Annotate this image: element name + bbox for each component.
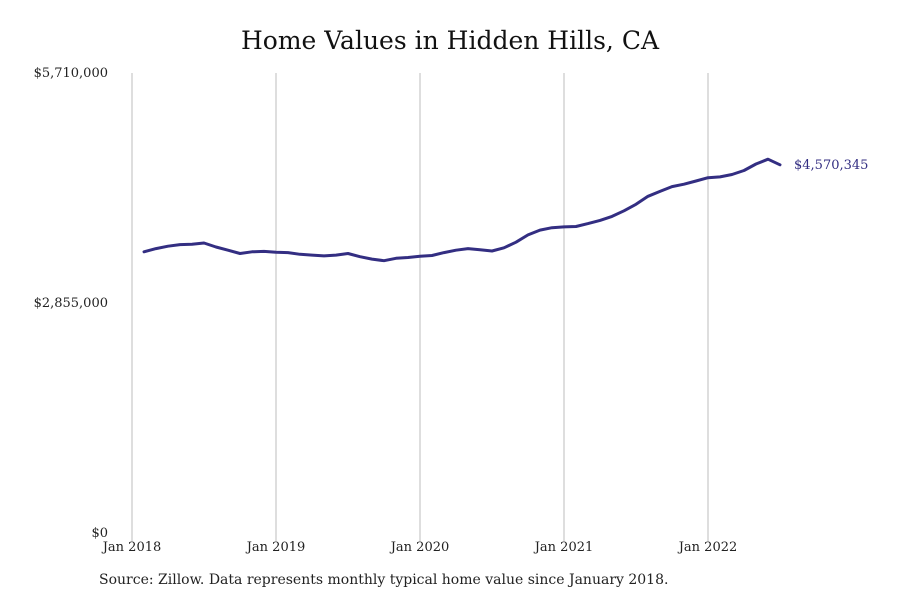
x-tick-label-3: Jan 2021	[533, 540, 594, 555]
y-axis-ticks: $0 $2,855,000 $5,710,000	[34, 66, 108, 541]
chart-title: Home Values in Hidden Hills, CA	[240, 26, 660, 55]
x-axis-ticks: Jan 2018 Jan 2019 Jan 2020 Jan 2021 Jan 2022	[101, 540, 738, 555]
x-tick-label-4: Jan 2022	[677, 540, 738, 555]
y-tick-label-1: $2,855,000	[34, 296, 108, 311]
y-tick-label-2: $5,710,000	[34, 66, 108, 81]
x-tick-label-2: Jan 2020	[389, 540, 450, 555]
end-value-label: $4,570,345	[794, 158, 868, 173]
x-tick-label-1: Jan 2019	[245, 540, 306, 555]
series-line	[142, 157, 782, 263]
y-tick-label-0: $0	[91, 526, 108, 541]
gridlines	[131, 73, 709, 541]
source-note: Source: Zillow. Data represents monthly …	[99, 572, 669, 588]
x-tick-label-0: Jan 2018	[101, 540, 162, 555]
